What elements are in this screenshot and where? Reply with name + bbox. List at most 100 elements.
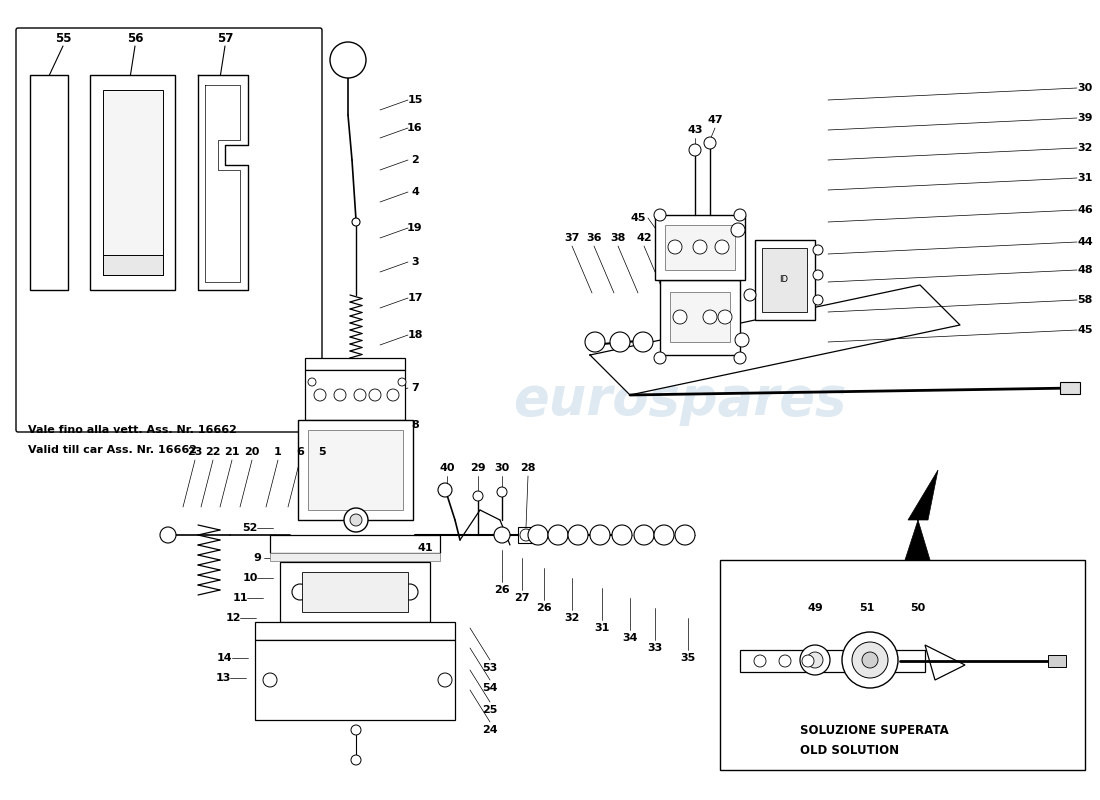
Bar — [666, 225, 735, 270]
Circle shape — [438, 483, 452, 497]
Text: 26: 26 — [494, 585, 509, 595]
Circle shape — [438, 673, 452, 687]
Circle shape — [351, 725, 361, 735]
Circle shape — [654, 352, 666, 364]
Circle shape — [800, 645, 830, 675]
Circle shape — [654, 209, 666, 221]
Circle shape — [585, 332, 605, 352]
Circle shape — [675, 525, 695, 545]
Circle shape — [852, 642, 888, 678]
Text: 26: 26 — [536, 603, 552, 613]
Circle shape — [634, 525, 654, 545]
Circle shape — [402, 584, 418, 600]
Text: 45: 45 — [630, 213, 646, 223]
Bar — [1060, 382, 1080, 394]
Bar — [298, 420, 412, 520]
Circle shape — [732, 223, 745, 237]
Text: 47: 47 — [707, 115, 723, 125]
Text: eurospares: eurospares — [74, 374, 407, 426]
Text: 54: 54 — [482, 683, 497, 693]
Text: 22: 22 — [206, 447, 221, 457]
Circle shape — [802, 655, 814, 667]
Text: 11: 11 — [232, 593, 248, 603]
Text: 52: 52 — [242, 523, 257, 533]
Bar — [518, 527, 534, 543]
Text: 10: 10 — [242, 573, 257, 583]
Text: 38: 38 — [610, 233, 626, 243]
Bar — [255, 622, 455, 640]
Text: 57: 57 — [217, 31, 233, 45]
Text: 41: 41 — [417, 543, 432, 553]
Text: 31: 31 — [594, 623, 609, 633]
Bar — [755, 240, 815, 320]
Circle shape — [813, 245, 823, 255]
Text: 50: 50 — [911, 603, 925, 613]
Text: 15: 15 — [407, 95, 422, 105]
Circle shape — [842, 632, 898, 688]
Circle shape — [779, 655, 791, 667]
Polygon shape — [590, 285, 960, 395]
Text: 30: 30 — [494, 463, 509, 473]
Circle shape — [334, 389, 346, 401]
Circle shape — [352, 218, 360, 226]
Text: 44: 44 — [1077, 237, 1093, 247]
Text: 6: 6 — [296, 447, 304, 457]
Text: 43: 43 — [688, 125, 703, 135]
Text: 49: 49 — [807, 603, 823, 613]
Circle shape — [689, 144, 701, 156]
Bar — [740, 650, 925, 672]
Text: 32: 32 — [1077, 143, 1092, 153]
Circle shape — [314, 389, 326, 401]
Text: 8: 8 — [411, 420, 419, 430]
Text: 4: 4 — [411, 187, 419, 197]
Text: 56: 56 — [126, 31, 143, 45]
Circle shape — [351, 755, 361, 765]
Circle shape — [308, 378, 316, 386]
Circle shape — [548, 525, 568, 545]
Bar — [270, 535, 440, 553]
Bar — [308, 430, 403, 510]
Text: 3: 3 — [411, 257, 419, 267]
Text: 2: 2 — [411, 155, 419, 165]
Text: 1: 1 — [274, 447, 282, 457]
Text: 31: 31 — [1077, 173, 1092, 183]
Text: 25: 25 — [482, 705, 497, 715]
Circle shape — [330, 42, 366, 78]
Text: 40: 40 — [439, 463, 454, 473]
Circle shape — [807, 652, 823, 668]
Text: 51: 51 — [859, 603, 874, 613]
Bar — [660, 280, 740, 355]
Polygon shape — [925, 645, 965, 680]
Text: 19: 19 — [407, 223, 422, 233]
Circle shape — [568, 525, 588, 545]
Circle shape — [813, 270, 823, 280]
Circle shape — [718, 310, 732, 324]
Circle shape — [344, 508, 369, 532]
Text: 16: 16 — [407, 123, 422, 133]
Bar — [103, 255, 163, 275]
Bar — [1048, 655, 1066, 667]
Circle shape — [754, 655, 766, 667]
Text: 58: 58 — [1077, 295, 1092, 305]
Text: 35: 35 — [681, 653, 695, 663]
Text: 5: 5 — [318, 447, 326, 457]
Bar — [762, 248, 807, 312]
Circle shape — [668, 240, 682, 254]
Circle shape — [735, 333, 749, 347]
Bar — [654, 215, 745, 280]
Circle shape — [494, 527, 510, 543]
Circle shape — [632, 332, 653, 352]
Circle shape — [654, 525, 674, 545]
Bar — [270, 553, 440, 561]
Circle shape — [693, 240, 707, 254]
Circle shape — [715, 240, 729, 254]
Text: 30: 30 — [1077, 83, 1092, 93]
Circle shape — [610, 332, 630, 352]
Text: 36: 36 — [586, 233, 602, 243]
Circle shape — [813, 295, 823, 305]
Circle shape — [292, 584, 308, 600]
Circle shape — [590, 525, 610, 545]
Text: Valid till car Ass. Nr. 16662: Valid till car Ass. Nr. 16662 — [28, 445, 197, 455]
Bar — [305, 370, 405, 420]
Circle shape — [160, 527, 176, 543]
